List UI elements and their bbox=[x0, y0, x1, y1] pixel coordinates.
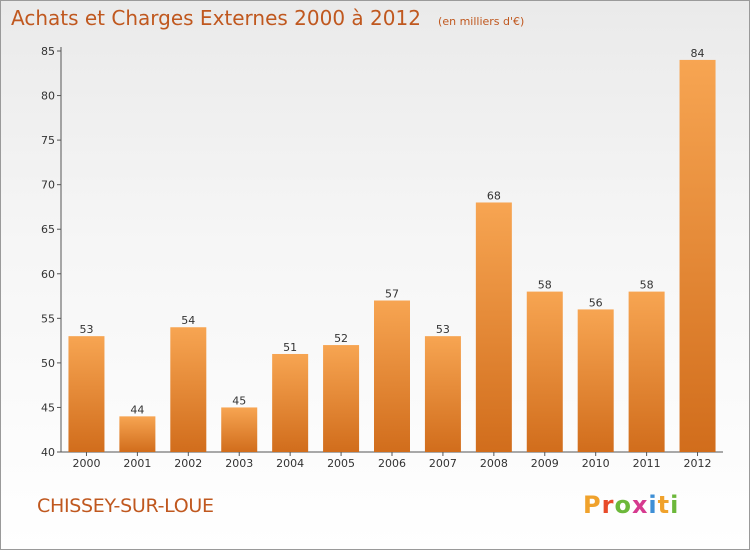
value-label-2003: 45 bbox=[232, 394, 246, 407]
bars: 53 44 54 45 51 52 57 53 68 58 56 58 84 bbox=[68, 47, 716, 453]
logo-letter: t bbox=[657, 491, 671, 519]
logo-letter: i bbox=[648, 491, 658, 519]
bar-2008 bbox=[475, 202, 512, 452]
y-tick-label: 80 bbox=[41, 90, 55, 103]
logo-letter: i bbox=[670, 491, 680, 519]
x-tick-label-2005: 2005 bbox=[327, 457, 355, 470]
y-axis: 40 45 50 55 60 65 70 75 80 85 bbox=[41, 45, 62, 459]
x-tick-label-2002: 2002 bbox=[174, 457, 202, 470]
value-label-2009: 58 bbox=[538, 279, 552, 292]
x-tick-label-2007: 2007 bbox=[429, 457, 457, 470]
bar-2010 bbox=[577, 309, 614, 452]
x-tick-label-2012: 2012 bbox=[684, 457, 712, 470]
logo-letter: o bbox=[614, 491, 632, 519]
bar-2009 bbox=[526, 291, 563, 452]
bar-2011 bbox=[628, 291, 665, 452]
bar-2007 bbox=[424, 336, 461, 452]
x-axis: 2000 2001 2002 2003 2004 2005 2006 2007 2008 2009… bbox=[61, 451, 723, 470]
bar-2005 bbox=[323, 345, 360, 452]
value-label-2007: 53 bbox=[436, 323, 450, 336]
x-tick-label-2010: 2010 bbox=[582, 457, 610, 470]
bar-2003 bbox=[221, 407, 258, 452]
y-tick-label: 70 bbox=[41, 179, 55, 192]
logo-letter: r bbox=[601, 491, 615, 519]
bar-2002 bbox=[170, 327, 207, 452]
chart-title: Achats et Charges Externes 2000 à 2012 bbox=[11, 6, 421, 30]
x-tick-label-2009: 2009 bbox=[531, 457, 559, 470]
bar-2006 bbox=[374, 300, 410, 452]
y-tick-label: 40 bbox=[41, 446, 55, 459]
value-label-2011: 58 bbox=[640, 279, 654, 292]
value-label-2004: 51 bbox=[283, 341, 297, 354]
bar-2012 bbox=[679, 59, 716, 453]
value-label-2006: 57 bbox=[385, 288, 399, 301]
x-tick-label-2001: 2001 bbox=[123, 457, 151, 470]
logo-letter: P bbox=[583, 491, 602, 519]
x-tick-label-2006: 2006 bbox=[378, 457, 406, 470]
location-label: CHISSEY-SUR-LOUE bbox=[37, 495, 214, 517]
value-label-2001: 44 bbox=[130, 403, 144, 416]
value-label-2012: 84 bbox=[691, 47, 705, 60]
x-tick-label-2000: 2000 bbox=[72, 457, 100, 470]
chart-unit: (en milliers d'€) bbox=[438, 15, 525, 28]
y-tick-label: 55 bbox=[41, 312, 55, 325]
value-label-2002: 54 bbox=[181, 314, 195, 327]
x-tick-label-2004: 2004 bbox=[276, 457, 304, 470]
y-tick-label: 60 bbox=[41, 268, 55, 281]
y-tick-label: 75 bbox=[41, 134, 55, 147]
chart-title-block: Achats et Charges Externes 2000 à 2012 (… bbox=[11, 6, 524, 30]
y-tick-label: 50 bbox=[41, 357, 55, 370]
x-tick-label-2008: 2008 bbox=[480, 457, 508, 470]
logo-letter: x bbox=[631, 491, 649, 519]
bar-2001 bbox=[119, 416, 156, 452]
x-tick-label-2003: 2003 bbox=[225, 457, 253, 470]
value-label-2010: 56 bbox=[589, 296, 603, 309]
bar-2000 bbox=[68, 336, 105, 452]
y-tick-label: 45 bbox=[41, 401, 55, 414]
value-label-2008: 68 bbox=[487, 189, 501, 202]
x-tick-label-2011: 2011 bbox=[633, 457, 661, 470]
value-label-2005: 52 bbox=[334, 332, 348, 345]
bar-2004 bbox=[272, 353, 309, 452]
y-tick-label: 65 bbox=[41, 223, 55, 236]
value-label-2000: 53 bbox=[79, 323, 93, 336]
y-tick-label: 85 bbox=[41, 45, 55, 58]
proxiti-logo: Proxiti bbox=[583, 491, 679, 519]
